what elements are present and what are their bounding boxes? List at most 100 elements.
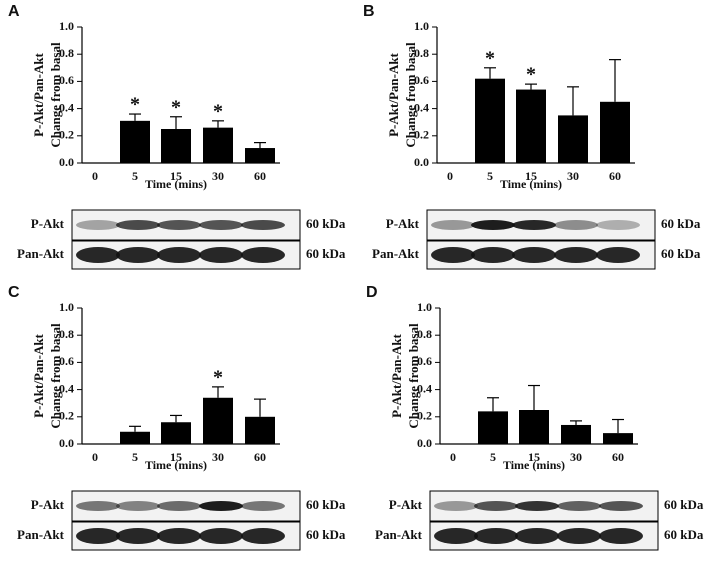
y-tick-label: 1.0: [59, 19, 74, 33]
bar: [475, 78, 505, 163]
y-tick-label: 0.4: [414, 100, 429, 114]
blot-band: [554, 220, 598, 230]
blot-band: [157, 528, 201, 544]
y-tick-label: 0.2: [59, 128, 74, 142]
blot-size-label: 60 kDa: [661, 246, 701, 261]
blot-row-label: P-Akt: [31, 216, 65, 231]
blot-band: [471, 247, 515, 263]
blot-band: [474, 528, 518, 544]
y-axis-title: Change from basal: [48, 42, 63, 148]
x-tick-label: 15: [170, 169, 182, 183]
bar: [600, 101, 630, 163]
y-tick-label: 0.2: [59, 409, 74, 423]
blot-band: [596, 247, 640, 263]
blot-band: [554, 247, 598, 263]
blot-band: [157, 220, 201, 230]
blot-band: [557, 501, 601, 511]
x-tick-label: 0: [447, 169, 453, 183]
blot-row-label: P-Akt: [389, 497, 423, 512]
y-tick-label: 0.2: [414, 128, 429, 142]
y-tick-label: 0.0: [59, 155, 74, 169]
x-tick-label: 0: [92, 169, 98, 183]
y-tick-label: 1.0: [417, 300, 432, 314]
blot-band: [241, 247, 285, 263]
blot-band: [557, 528, 601, 544]
x-tick-label: 30: [212, 450, 224, 464]
x-axis-title: Time (mins): [145, 177, 207, 191]
y-tick-label: 1.0: [59, 300, 74, 314]
blot-band: [241, 220, 285, 230]
blot-band: [599, 528, 643, 544]
y-tick-label: 0.6: [59, 73, 74, 87]
x-tick-label: 60: [254, 169, 266, 183]
x-tick-label: 5: [487, 169, 493, 183]
blot-row-label: Pan-Akt: [372, 246, 420, 261]
blot-size-label: 60 kDa: [664, 497, 704, 512]
y-tick-label: 0.4: [417, 381, 432, 395]
significance-star: *: [130, 94, 140, 116]
blot-band: [157, 247, 201, 263]
x-tick-label: 30: [567, 169, 579, 183]
x-axis-title: Time (mins): [500, 177, 562, 191]
y-tick-label: 0.8: [59, 327, 74, 341]
blot-size-label: 60 kDa: [306, 497, 346, 512]
blot-frame: [426, 209, 656, 241]
panel: B P-Akt/Pan-Akt Change from basal 0.0 0.2 0.4…: [363, 3, 701, 270]
x-tick-label: 15: [525, 169, 537, 183]
blot-band: [157, 501, 201, 511]
x-tick-label: 60: [254, 450, 266, 464]
blot-size-label: 60 kDa: [661, 216, 701, 231]
blot-band: [599, 501, 643, 511]
blot-band: [116, 501, 160, 511]
bar: [603, 433, 633, 444]
blot-size-label: 60 kDa: [306, 246, 346, 261]
blot-band: [431, 220, 475, 230]
panel-letter: A: [8, 3, 20, 20]
significance-star: *: [171, 96, 181, 118]
y-tick-label: 0.8: [417, 327, 432, 341]
bar: [203, 397, 233, 444]
bar: [519, 410, 549, 444]
significance-star: *: [213, 100, 223, 122]
y-axis-title: P-Akt/Pan-Akt: [31, 52, 46, 136]
blot-band: [471, 220, 515, 230]
x-tick-label: 30: [212, 169, 224, 183]
blot-band: [241, 528, 285, 544]
blot-band: [512, 220, 556, 230]
y-axis-title: P-Akt/Pan-Akt: [31, 333, 46, 417]
significance-star: *: [485, 47, 495, 69]
bar: [161, 129, 191, 163]
x-tick-label: 5: [132, 169, 138, 183]
blot-band: [76, 528, 120, 544]
y-axis-title: Change from basal: [403, 42, 418, 148]
blot-band: [116, 528, 160, 544]
bar: [516, 89, 546, 163]
blot-band: [434, 501, 478, 511]
y-tick-label: 0.4: [59, 381, 74, 395]
bar: [161, 422, 191, 444]
blot-band: [199, 220, 243, 230]
y-tick-label: 0.4: [59, 100, 74, 114]
bar: [561, 424, 591, 444]
x-tick-label: 30: [570, 450, 582, 464]
panel: C P-Akt/Pan-Akt Change from basal 0.0 0.2 0.4…: [8, 284, 346, 551]
significance-star: *: [526, 64, 536, 86]
panel-letter: D: [366, 284, 378, 301]
bar: [120, 431, 150, 444]
x-axis-title: Time (mins): [503, 458, 565, 472]
y-axis-title: Change from basal: [406, 323, 421, 429]
blot-band: [431, 247, 475, 263]
y-tick-label: 1.0: [414, 19, 429, 33]
blot-row-label: Pan-Akt: [17, 246, 65, 261]
blot-band: [512, 247, 556, 263]
y-tick-label: 0.6: [417, 354, 432, 368]
blot-size-label: 60 kDa: [306, 527, 346, 542]
y-tick-label: 0.6: [414, 73, 429, 87]
y-tick-label: 0.8: [59, 46, 74, 60]
y-tick-label: 0.6: [59, 354, 74, 368]
blot-band: [515, 528, 559, 544]
blot-size-label: 60 kDa: [306, 216, 346, 231]
blot-band: [241, 501, 285, 511]
y-tick-label: 0.8: [414, 46, 429, 60]
